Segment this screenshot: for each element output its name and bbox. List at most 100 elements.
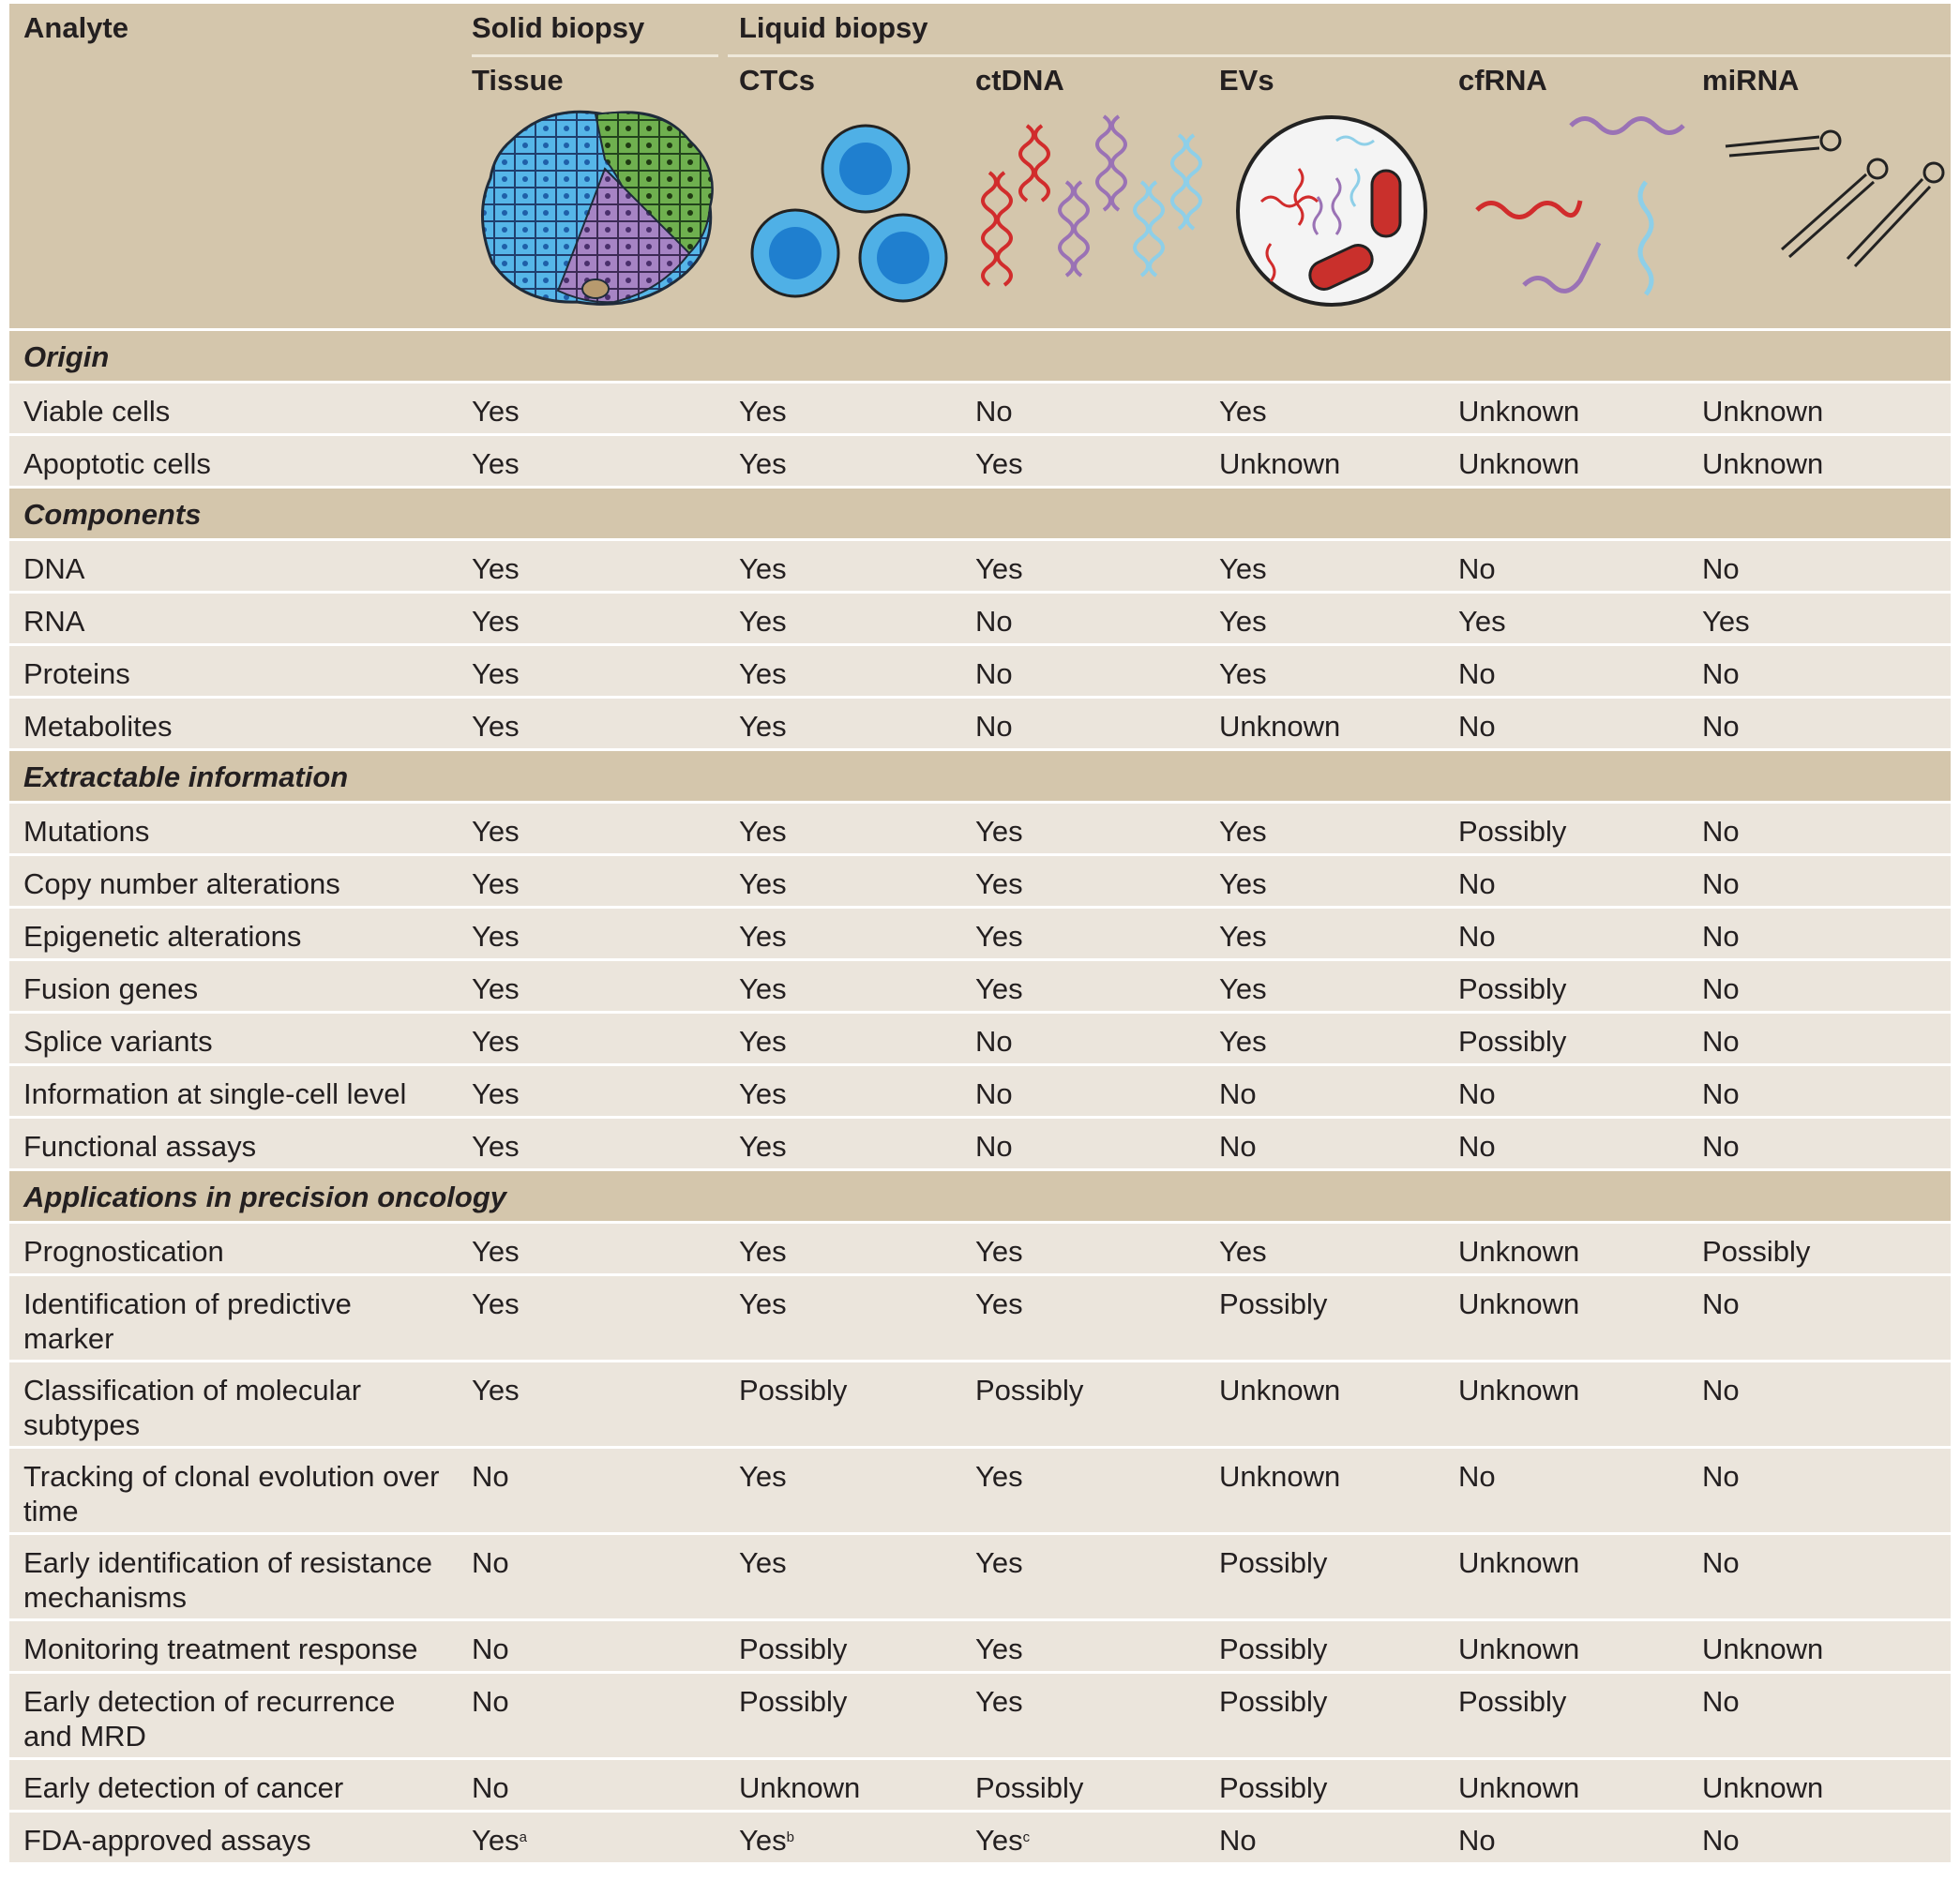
cell-value: Yes [1219, 1025, 1267, 1058]
table-row: Tracking of clonal evolution over time No Y… [9, 1446, 1951, 1532]
cell-ctdna: Yes [975, 1287, 1023, 1321]
cell-value: Yes [472, 552, 520, 585]
cell-evs: Yes [1219, 814, 1267, 849]
cell-cfrna: Yes [1458, 604, 1506, 639]
cell-ctdna: No [975, 709, 1013, 744]
cell-value: Yes [472, 1077, 520, 1110]
cell-mirna: No [1702, 1287, 1740, 1321]
cell-value: No [1458, 552, 1496, 585]
cell-value: Yes [1219, 1235, 1267, 1268]
cell-tissue: Yes [472, 1129, 520, 1164]
cell-value: Possibly [739, 1633, 848, 1665]
cell-value: Yes [739, 710, 787, 743]
table-row: Classification of molecular subtypes Yes Po… [9, 1360, 1951, 1446]
cell-value: No [1702, 657, 1740, 690]
cell-value: No [1702, 920, 1740, 953]
cell-value: No [1702, 710, 1740, 743]
cell-cfrna: No [1458, 656, 1496, 691]
cell-value: Possibly [739, 1685, 848, 1718]
cell-cfrna: Unknown [1458, 1770, 1579, 1805]
cell-value: Unknown [1458, 1633, 1580, 1665]
cell-tissue: Yesa [472, 1823, 527, 1858]
cell-value: Possibly [1458, 1685, 1567, 1718]
cell-value: Unknown [1702, 395, 1824, 428]
cell-value: Yes [472, 1130, 520, 1163]
cell-cfrna: Unknown [1458, 1373, 1579, 1407]
analyte-header: Analyte [23, 11, 128, 44]
cell-evs: Yes [1219, 551, 1267, 586]
cell-value: No [1702, 1287, 1740, 1320]
table-header: Analyte Solid biopsy Liquid biopsy Tissu… [9, 4, 1951, 328]
row-label-line: marker [23, 1322, 114, 1355]
cell-cfrna: Unknown [1458, 446, 1579, 481]
cell-evs: Yes [1219, 866, 1267, 901]
cell-tissue: Yes [472, 919, 520, 954]
cell-value: Yes [739, 605, 787, 638]
row-label: Functional assays [23, 1130, 257, 1163]
cell-value: No [1702, 1824, 1740, 1857]
cell-tissue: Yes [472, 1076, 520, 1111]
cell-evs: Yes [1219, 1234, 1267, 1269]
cell-ctdna: No [975, 1076, 1013, 1111]
cell-cfrna: No [1458, 1076, 1496, 1111]
cell-value: Yes [739, 552, 787, 585]
row-label: Early detection of recurrence and MRD [23, 1684, 395, 1753]
cell-mirna: No [1702, 551, 1740, 586]
column-ctdna: ctDNA [975, 64, 1064, 97]
row-label: Apoptotic cells [23, 447, 211, 480]
cell-ctdna: Yes [975, 1234, 1023, 1269]
table-row: Functional assays Yes Yes No No No No [9, 1116, 1951, 1168]
cell-ctcs: Yes [739, 1287, 787, 1321]
cell-ctdna: Possibly [975, 1373, 1083, 1407]
cell-value: Possibly [1702, 1235, 1811, 1268]
cell-value: Yes [739, 1025, 787, 1058]
cell-value: No [1702, 972, 1740, 1005]
cell-value: Yes [739, 1130, 787, 1163]
cell-tissue: Yes [472, 971, 520, 1006]
cell-cfrna: Unknown [1458, 1545, 1579, 1580]
table-row: Information at single-cell level Yes Yes No… [9, 1063, 1951, 1116]
cell-value: No [1458, 867, 1496, 900]
cell-value: Possibly [975, 1374, 1084, 1407]
cell-ctcs: Yesb [739, 1823, 794, 1858]
cell-cfrna: Unknown [1458, 394, 1579, 429]
cell-cfrna: No [1458, 866, 1496, 901]
cell-value: Yes [975, 972, 1023, 1005]
cell-value: No [975, 1025, 1013, 1058]
cell-value: Yes [739, 1235, 787, 1268]
row-label: Mutations [23, 815, 150, 848]
cell-evs: No [1219, 1076, 1257, 1111]
cell-value: Yes [1219, 972, 1267, 1005]
column-mirna: miRNA [1702, 64, 1800, 97]
cell-value: No [472, 1633, 509, 1665]
cell-value: Yes [1702, 605, 1750, 638]
cell-value: No [975, 1130, 1013, 1163]
table-row: Early detection of recurrence and MRD No Po… [9, 1671, 1951, 1757]
cell-ctdna: Yes [975, 1545, 1023, 1580]
cell-value: No [1458, 710, 1496, 743]
cell-value: Yes [472, 1025, 520, 1058]
cell-value: Yes [975, 1460, 1023, 1493]
cell-evs: Possibly [1219, 1545, 1327, 1580]
ctdna-icon [981, 114, 1202, 287]
cell-value: Yes [472, 1287, 520, 1320]
cell-mirna: No [1702, 919, 1740, 954]
cell-value: Unknown [1458, 1374, 1580, 1407]
cell-value: Yes [1219, 395, 1267, 428]
cell-value: No [472, 1460, 509, 1493]
cell-tissue: No [472, 1632, 509, 1666]
cell-cfrna: Possibly [1458, 1024, 1566, 1059]
cell-value: Yes [472, 1824, 520, 1857]
row-label: Splice variants [23, 1025, 213, 1058]
row-label: Copy number alterations [23, 867, 340, 900]
cell-tissue: Yes [472, 394, 520, 429]
cell-value: No [975, 395, 1013, 428]
table-row: Apoptotic cells Yes Yes Yes Unknown Unknown Un… [9, 433, 1951, 486]
section-title: Origin [23, 340, 110, 373]
section-title: Components [23, 498, 202, 531]
cell-ctcs: Yes [739, 919, 787, 954]
column-cfrna: cfRNA [1458, 64, 1547, 97]
cell-cfrna: No [1458, 709, 1496, 744]
cell-tissue: No [472, 1459, 509, 1494]
cell-value: Unknown [739, 1771, 861, 1804]
